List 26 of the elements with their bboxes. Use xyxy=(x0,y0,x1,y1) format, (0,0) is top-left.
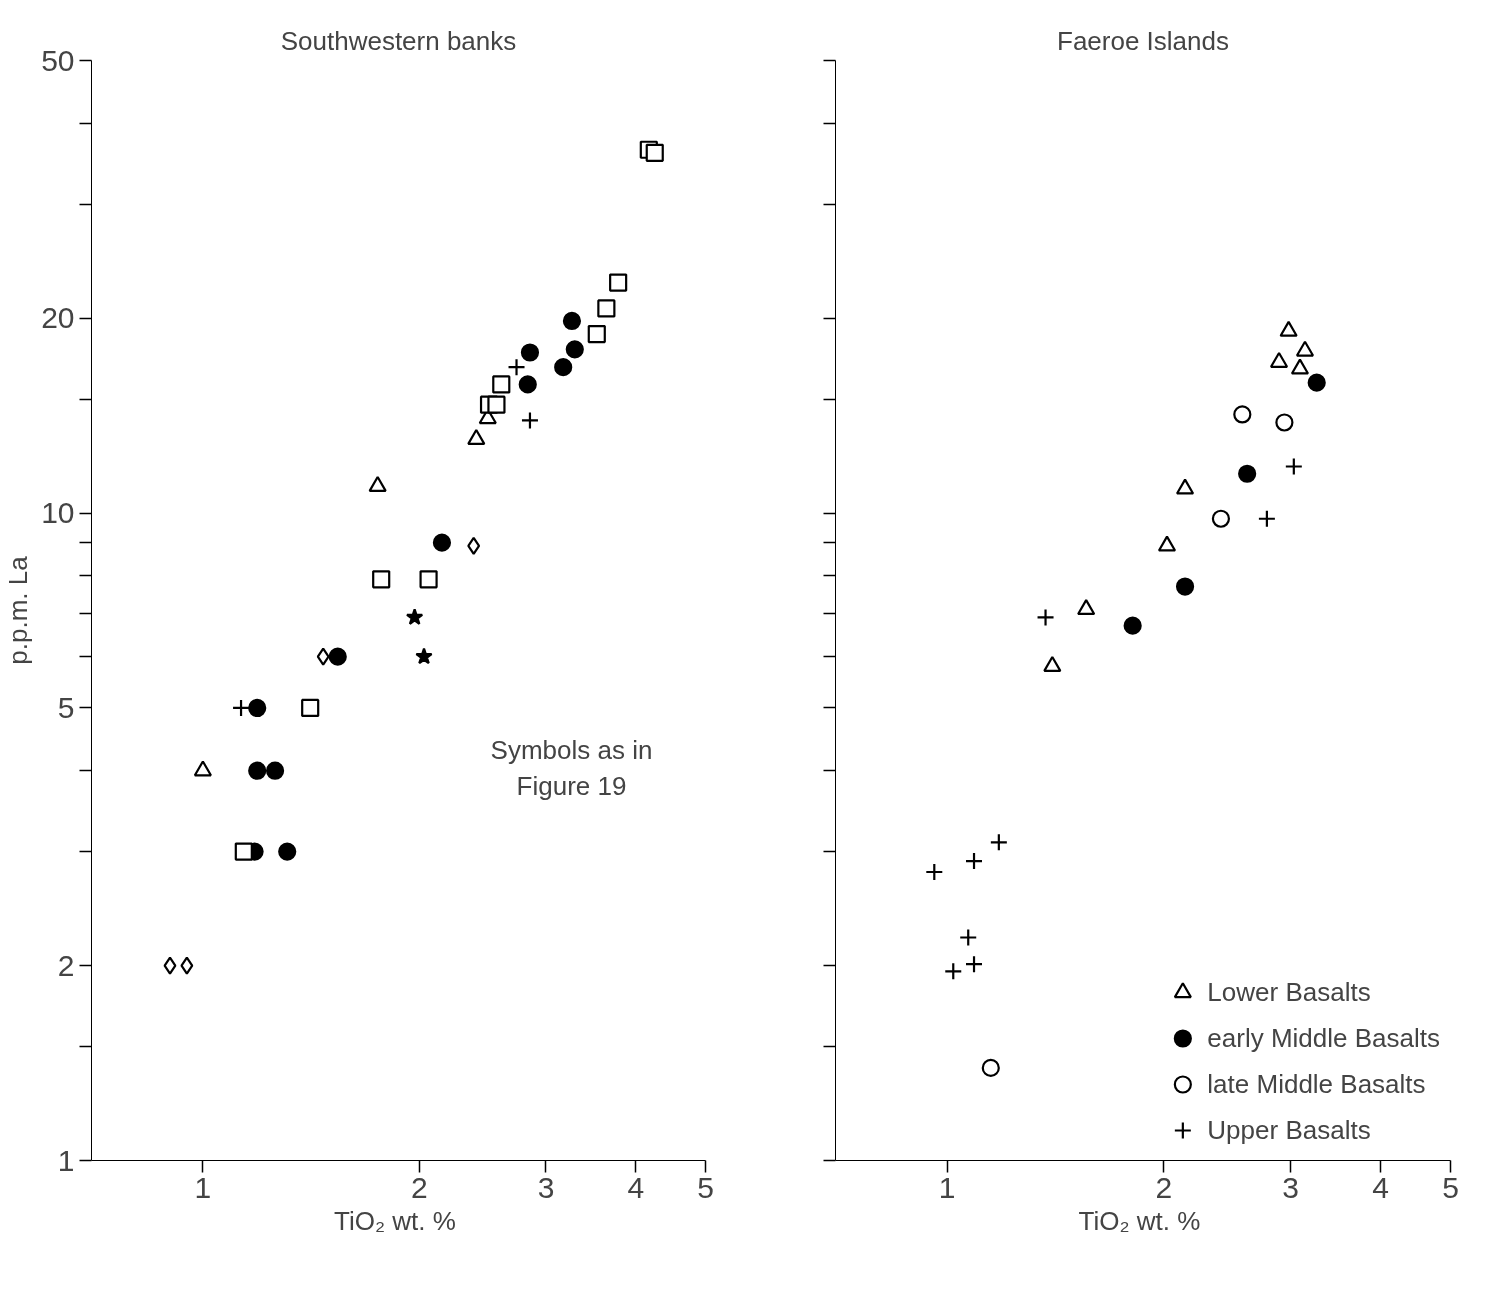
x-tick-label: 4 xyxy=(627,1170,645,1204)
y-tick-label: 5 xyxy=(57,690,75,724)
y-tick-label: 2 xyxy=(57,948,75,982)
legend-label: early Middle Basalts xyxy=(1207,1022,1440,1054)
y-axis-title: p.p.m. La xyxy=(3,555,34,665)
y-tick-label: 50 xyxy=(41,43,75,77)
legend-label: late Middle Basalts xyxy=(1207,1068,1426,1100)
x-tick-label: 2 xyxy=(1155,1170,1173,1204)
y-tick-label: 1 xyxy=(57,1143,75,1177)
legend-label: Lower Basalts xyxy=(1207,976,1371,1008)
x-tick-label: 5 xyxy=(697,1170,714,1204)
y-tick-label: 10 xyxy=(41,496,75,530)
chart-title: Southwestern banks xyxy=(280,25,517,56)
x-tick-label: 5 xyxy=(1442,1170,1459,1204)
x-axis-title: TiO₂ wt. % xyxy=(1078,1205,1201,1236)
x-tick-label: 1 xyxy=(194,1170,212,1204)
x-tick-label: 4 xyxy=(1372,1170,1390,1204)
x-tick-label: 3 xyxy=(1282,1170,1300,1204)
x-tick-label: 1 xyxy=(938,1170,956,1204)
x-tick-label: 3 xyxy=(537,1170,555,1204)
x-tick-label: 2 xyxy=(411,1170,428,1204)
y-tick-label: 20 xyxy=(41,301,75,335)
annotation: Symbols as in Figure 19 xyxy=(490,734,653,801)
legend-label: Upper Basalts xyxy=(1207,1114,1371,1146)
chart-title: Faeroe Islands xyxy=(1057,25,1229,56)
x-axis-title: TiO₂ wt. % xyxy=(333,1205,456,1236)
